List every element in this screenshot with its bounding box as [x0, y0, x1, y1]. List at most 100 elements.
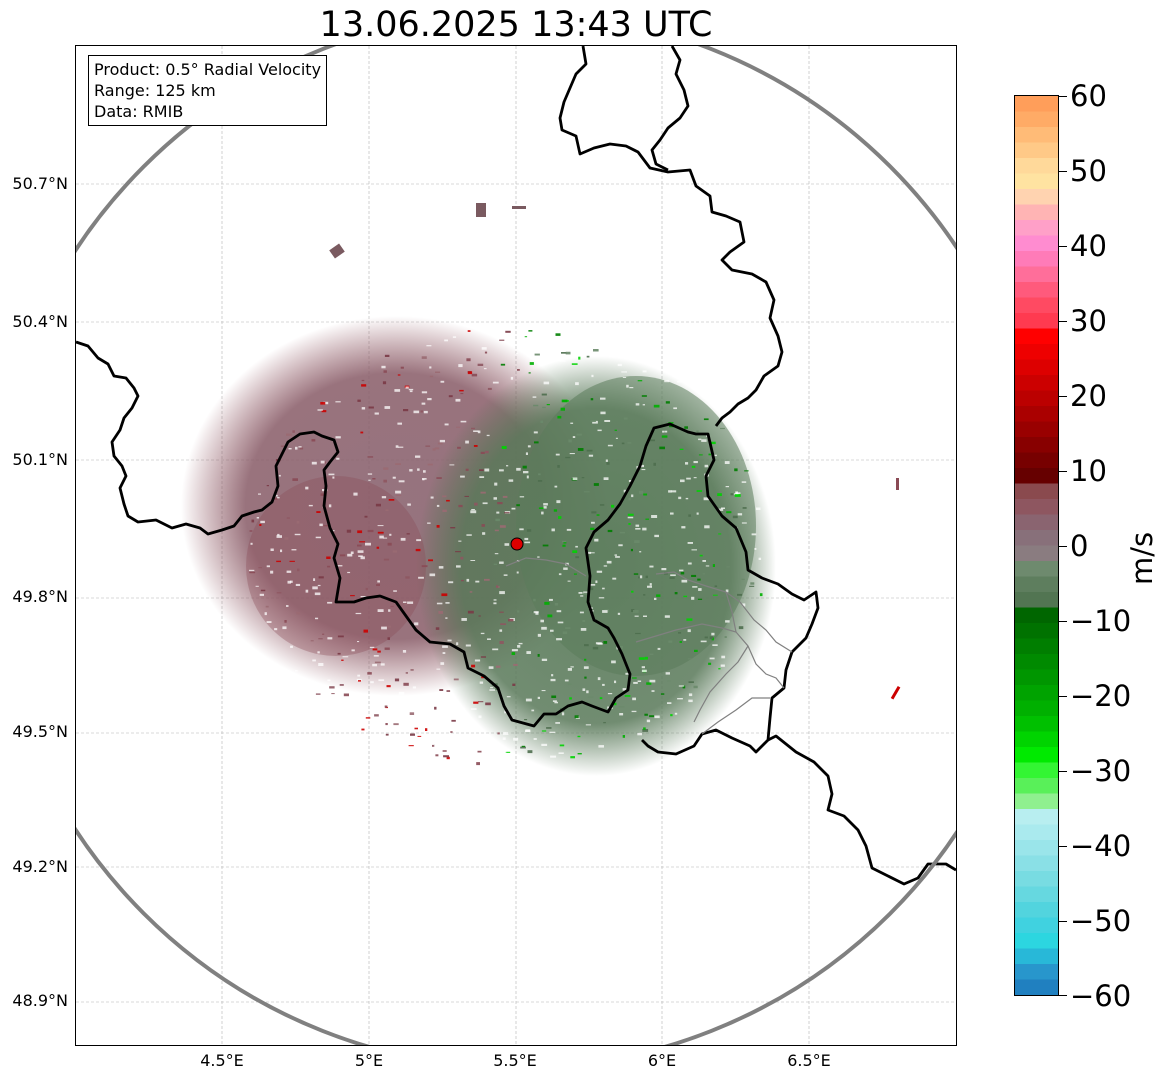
colorbar-segment [1015, 654, 1058, 671]
colorbar-segment [1015, 235, 1058, 252]
colorbar-segment [1015, 158, 1058, 175]
lat-tick-label: 48.9°N [12, 991, 68, 1010]
colorbar-segment [1015, 499, 1058, 516]
colorbar-segment [1015, 111, 1058, 128]
colorbar-segment [1015, 313, 1058, 330]
colorbar-segment [1015, 886, 1058, 903]
colorbar-segment [1015, 747, 1058, 764]
colorbar-segment [1015, 452, 1058, 469]
colorbar-segment [1015, 778, 1058, 795]
colorbar-segment [1015, 917, 1058, 934]
colorbar-segment [1015, 871, 1058, 888]
lon-tick-label: 6°E [647, 1051, 677, 1070]
colorbar-segment [1015, 421, 1058, 438]
colorbar-segment [1015, 344, 1058, 361]
colorbar-tick-label: 20 [1070, 379, 1107, 413]
colorbar-segment [1015, 793, 1058, 810]
colorbar-segment [1015, 824, 1058, 841]
radar-map[interactable] [75, 45, 957, 1046]
colorbar-tick-mark [1059, 921, 1067, 922]
colorbar-segment [1015, 142, 1058, 159]
colorbar-tick-label: 40 [1070, 229, 1107, 263]
colorbar-segment [1015, 638, 1058, 655]
lon-tick-label: 4.5°E [200, 1051, 244, 1070]
colorbar-segment [1015, 359, 1058, 376]
colorbar-segment [1015, 809, 1058, 826]
colorbar-tick-mark [1059, 995, 1067, 996]
colorbar-segment [1015, 840, 1058, 857]
colorbar-segment [1015, 173, 1058, 190]
colorbar-segment [1015, 685, 1058, 702]
colorbar-segment [1015, 204, 1058, 221]
lat-tick-label: 49.8°N [12, 587, 68, 606]
colorbar-segment [1015, 933, 1058, 950]
colorbar-segment [1015, 127, 1058, 144]
colorbar-segment [1015, 468, 1058, 485]
lon-tick-label: 6.5°E [787, 1051, 831, 1070]
lat-tick-label: 49.5°N [12, 722, 68, 741]
colorbar-segment [1015, 576, 1058, 593]
radar-map-canvas[interactable] [76, 46, 956, 1045]
lat-tick-label: 50.7°N [12, 174, 68, 193]
colorbar-segment [1015, 700, 1058, 717]
colorbar-tick-label: −40 [1070, 829, 1132, 863]
colorbar-tick-mark [1059, 771, 1067, 772]
colorbar-segment [1015, 669, 1058, 686]
colorbar-segment [1015, 282, 1058, 299]
colorbar-gradient [1015, 96, 1058, 995]
colorbar-tick-label: 60 [1070, 79, 1107, 113]
colorbar-tick-label: −30 [1070, 754, 1132, 788]
lon-tick-label: 5°E [354, 1051, 384, 1070]
colorbar-segment [1015, 483, 1058, 500]
colorbar-tick-label: −50 [1070, 904, 1132, 938]
colorbar-segment [1015, 545, 1058, 562]
country-borders [76, 46, 956, 886]
colorbar-segment [1015, 592, 1058, 609]
velocity-colorbar [1014, 95, 1059, 996]
colorbar-tick-label: 30 [1070, 304, 1107, 338]
lat-tick-label: 49.2°N [12, 857, 68, 876]
colorbar-unit-label: m/s [1125, 531, 1159, 585]
colorbar-segment [1015, 964, 1058, 981]
colorbar-segment [1015, 716, 1058, 733]
colorbar-segment [1015, 297, 1058, 314]
colorbar-tick-mark [1059, 321, 1067, 322]
colorbar-tick-label: −20 [1070, 679, 1132, 713]
colorbar-segment [1015, 530, 1058, 547]
colorbar-tick-label: 0 [1070, 529, 1089, 563]
colorbar-segment [1015, 406, 1058, 423]
colorbar-segment [1015, 189, 1058, 206]
colorbar-tick-mark [1059, 621, 1067, 622]
lon-tick-label: 5.5°E [493, 1051, 537, 1070]
map-title: 13.06.2025 13:43 UTC [319, 5, 713, 45]
colorbar-segment [1015, 731, 1058, 748]
colorbar-tick-mark [1059, 396, 1067, 397]
colorbar-tick-mark [1059, 471, 1067, 472]
colorbar-tick-label: 50 [1070, 154, 1107, 188]
colorbar-segment [1015, 607, 1058, 624]
colorbar-tick-mark [1059, 546, 1067, 547]
colorbar-tick-label: 10 [1070, 454, 1107, 488]
colorbar-segment [1015, 855, 1058, 872]
regional-borders [505, 557, 793, 735]
colorbar-segment [1015, 948, 1058, 965]
colorbar-tick-label: −60 [1070, 979, 1132, 1013]
info-range: Range: 125 km [94, 81, 216, 100]
colorbar-segment [1015, 220, 1058, 237]
colorbar-segment [1015, 251, 1058, 268]
colorbar-segment [1015, 979, 1058, 995]
colorbar-segment [1015, 375, 1058, 392]
colorbar-segment [1015, 96, 1058, 113]
colorbar-segment [1015, 514, 1058, 531]
colorbar-tick-mark [1059, 96, 1067, 97]
info-product: Product: 0.5° Radial Velocity [94, 60, 322, 79]
colorbar-segment [1015, 902, 1058, 919]
colorbar-segment [1015, 390, 1058, 407]
velocity-echoes [181, 203, 901, 776]
colorbar-tick-mark [1059, 171, 1067, 172]
colorbar-tick-mark [1059, 696, 1067, 697]
product-info-box: Product: 0.5° Radial Velocity Range: 125… [88, 55, 328, 126]
colorbar-tick-mark [1059, 846, 1067, 847]
radar-site-marker [510, 537, 524, 551]
colorbar-segment [1015, 762, 1058, 779]
